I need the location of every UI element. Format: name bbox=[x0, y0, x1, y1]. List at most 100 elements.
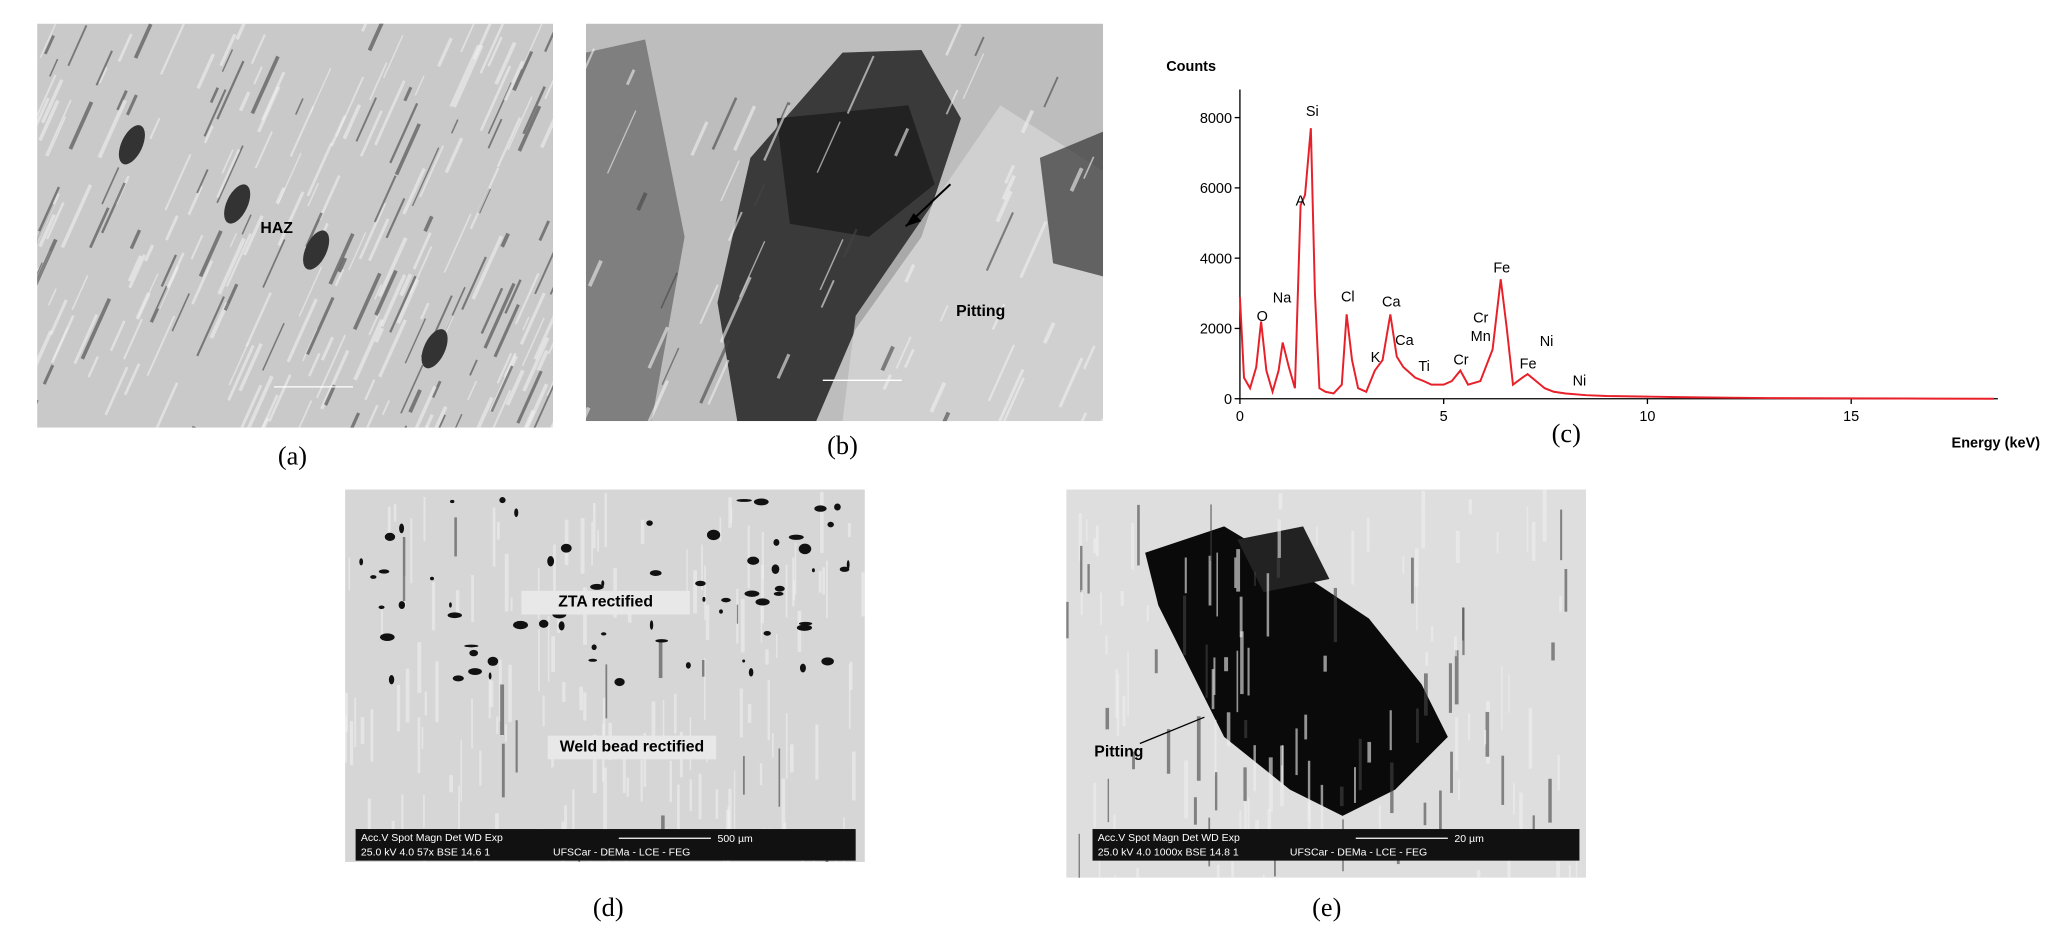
texture bbox=[587, 259, 603, 287]
texture bbox=[522, 86, 546, 135]
y-tick-label: 0 bbox=[1224, 392, 1232, 408]
pore bbox=[600, 632, 607, 636]
texture bbox=[512, 50, 534, 92]
texture bbox=[165, 215, 179, 241]
texture bbox=[939, 305, 949, 322]
texture bbox=[320, 336, 335, 361]
texture bbox=[45, 99, 72, 156]
pore bbox=[747, 556, 760, 565]
texture bbox=[546, 380, 553, 397]
peak-label: Si bbox=[1306, 104, 1319, 120]
texture bbox=[277, 191, 305, 247]
pore bbox=[513, 620, 529, 630]
texture bbox=[368, 313, 380, 336]
texture bbox=[929, 381, 947, 413]
pore bbox=[388, 674, 395, 685]
texture bbox=[476, 396, 494, 428]
texture bbox=[487, 36, 503, 67]
peak-label: Na bbox=[1273, 291, 1292, 307]
pore bbox=[399, 523, 405, 534]
texture bbox=[411, 147, 440, 207]
texture bbox=[46, 116, 67, 157]
pore bbox=[736, 499, 752, 502]
texture bbox=[166, 252, 185, 289]
y-tick-label: 2000 bbox=[1200, 322, 1232, 338]
pore bbox=[359, 558, 364, 566]
dark-spot bbox=[421, 329, 448, 369]
texture bbox=[49, 299, 68, 336]
texture bbox=[383, 34, 404, 79]
texture bbox=[298, 400, 313, 428]
texture bbox=[449, 44, 480, 108]
texture bbox=[444, 137, 464, 174]
texture bbox=[359, 110, 383, 157]
texture bbox=[820, 279, 835, 308]
texture bbox=[547, 342, 553, 355]
texture bbox=[660, 272, 678, 309]
texture bbox=[262, 322, 285, 371]
texture bbox=[469, 167, 500, 230]
pore bbox=[378, 569, 390, 574]
texture bbox=[381, 400, 391, 416]
texture bbox=[73, 313, 99, 365]
texture bbox=[753, 183, 766, 207]
texture bbox=[1004, 164, 1015, 184]
annotation-box bbox=[521, 590, 690, 615]
panel-label: (a) bbox=[278, 442, 307, 471]
pore bbox=[834, 503, 841, 511]
texture bbox=[52, 327, 69, 361]
pore bbox=[755, 598, 770, 606]
pore bbox=[774, 585, 785, 592]
texture bbox=[536, 349, 549, 372]
texture bbox=[974, 36, 985, 57]
texture bbox=[409, 246, 433, 295]
pore bbox=[452, 675, 464, 682]
pore bbox=[591, 644, 597, 651]
pore bbox=[798, 543, 812, 555]
spectrum-chart: 0 2000 4000 6000 8000 0 5 10 15 Counts Energy (keV… bbox=[1166, 59, 2040, 451]
texture bbox=[144, 244, 155, 262]
texture bbox=[690, 121, 709, 157]
texture bbox=[155, 382, 179, 428]
pore bbox=[721, 597, 731, 603]
texture bbox=[328, 232, 355, 285]
texture bbox=[87, 355, 99, 378]
texture bbox=[882, 374, 892, 390]
peak-label: Ni bbox=[1540, 334, 1554, 350]
texture bbox=[101, 167, 120, 205]
texture bbox=[425, 425, 429, 428]
texture bbox=[483, 282, 516, 349]
texture bbox=[394, 123, 421, 176]
texture bbox=[516, 370, 543, 424]
texture bbox=[472, 23, 492, 60]
texture bbox=[216, 60, 245, 120]
pore bbox=[839, 566, 850, 572]
texture bbox=[242, 215, 264, 256]
texture bbox=[133, 23, 153, 59]
texture bbox=[519, 292, 546, 345]
texture bbox=[471, 235, 504, 300]
pore bbox=[702, 596, 706, 602]
texture bbox=[37, 399, 39, 404]
texture bbox=[377, 237, 408, 298]
annotation: Pitting bbox=[1094, 744, 1143, 761]
annotation: ZTA rectified bbox=[558, 594, 653, 611]
texture bbox=[37, 330, 53, 367]
texture bbox=[585, 48, 596, 70]
texture bbox=[461, 256, 487, 311]
panel-label: (b) bbox=[827, 431, 858, 460]
texture bbox=[365, 404, 379, 428]
texture bbox=[191, 260, 214, 305]
pore bbox=[649, 620, 654, 630]
sem-image-e bbox=[1066, 489, 1587, 878]
pore bbox=[450, 499, 455, 504]
texture bbox=[414, 75, 425, 96]
pore bbox=[590, 583, 604, 590]
texture bbox=[40, 79, 64, 124]
texture bbox=[389, 275, 417, 333]
texture bbox=[47, 288, 57, 306]
texture bbox=[522, 316, 530, 331]
texture bbox=[894, 127, 910, 157]
annotation-box bbox=[547, 735, 717, 760]
texture bbox=[225, 233, 252, 287]
